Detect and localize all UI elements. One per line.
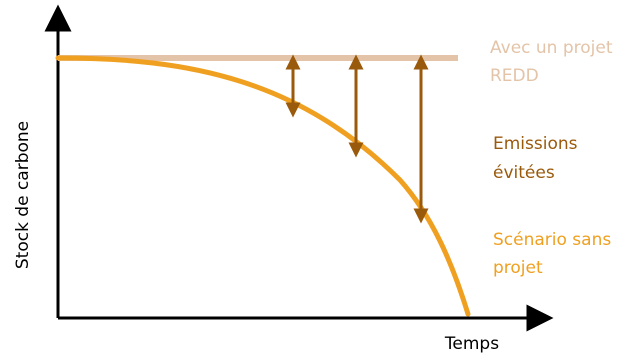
legend-without-project-line-2: projet <box>493 258 543 278</box>
legend-with-project-line-1: Avec un projet <box>490 38 613 58</box>
y-axis-label: Stock de carbone <box>13 121 33 269</box>
legend-avoided-emissions: Emissions évitées <box>493 134 583 183</box>
x-axis-label: Temps <box>444 334 499 354</box>
legend-with-project-line-2: REDD <box>490 66 539 86</box>
legend-without-project-line-1: Scénario sans <box>493 230 611 250</box>
legend-with-project: Avec un projet REDD <box>490 38 618 86</box>
legend-without-project: Scénario sans projet <box>493 230 617 278</box>
legend-avoided-line-1: Emissions <box>493 134 578 154</box>
without-project-curve <box>55 55 471 317</box>
legend-avoided-line-2: évitées <box>493 163 555 183</box>
